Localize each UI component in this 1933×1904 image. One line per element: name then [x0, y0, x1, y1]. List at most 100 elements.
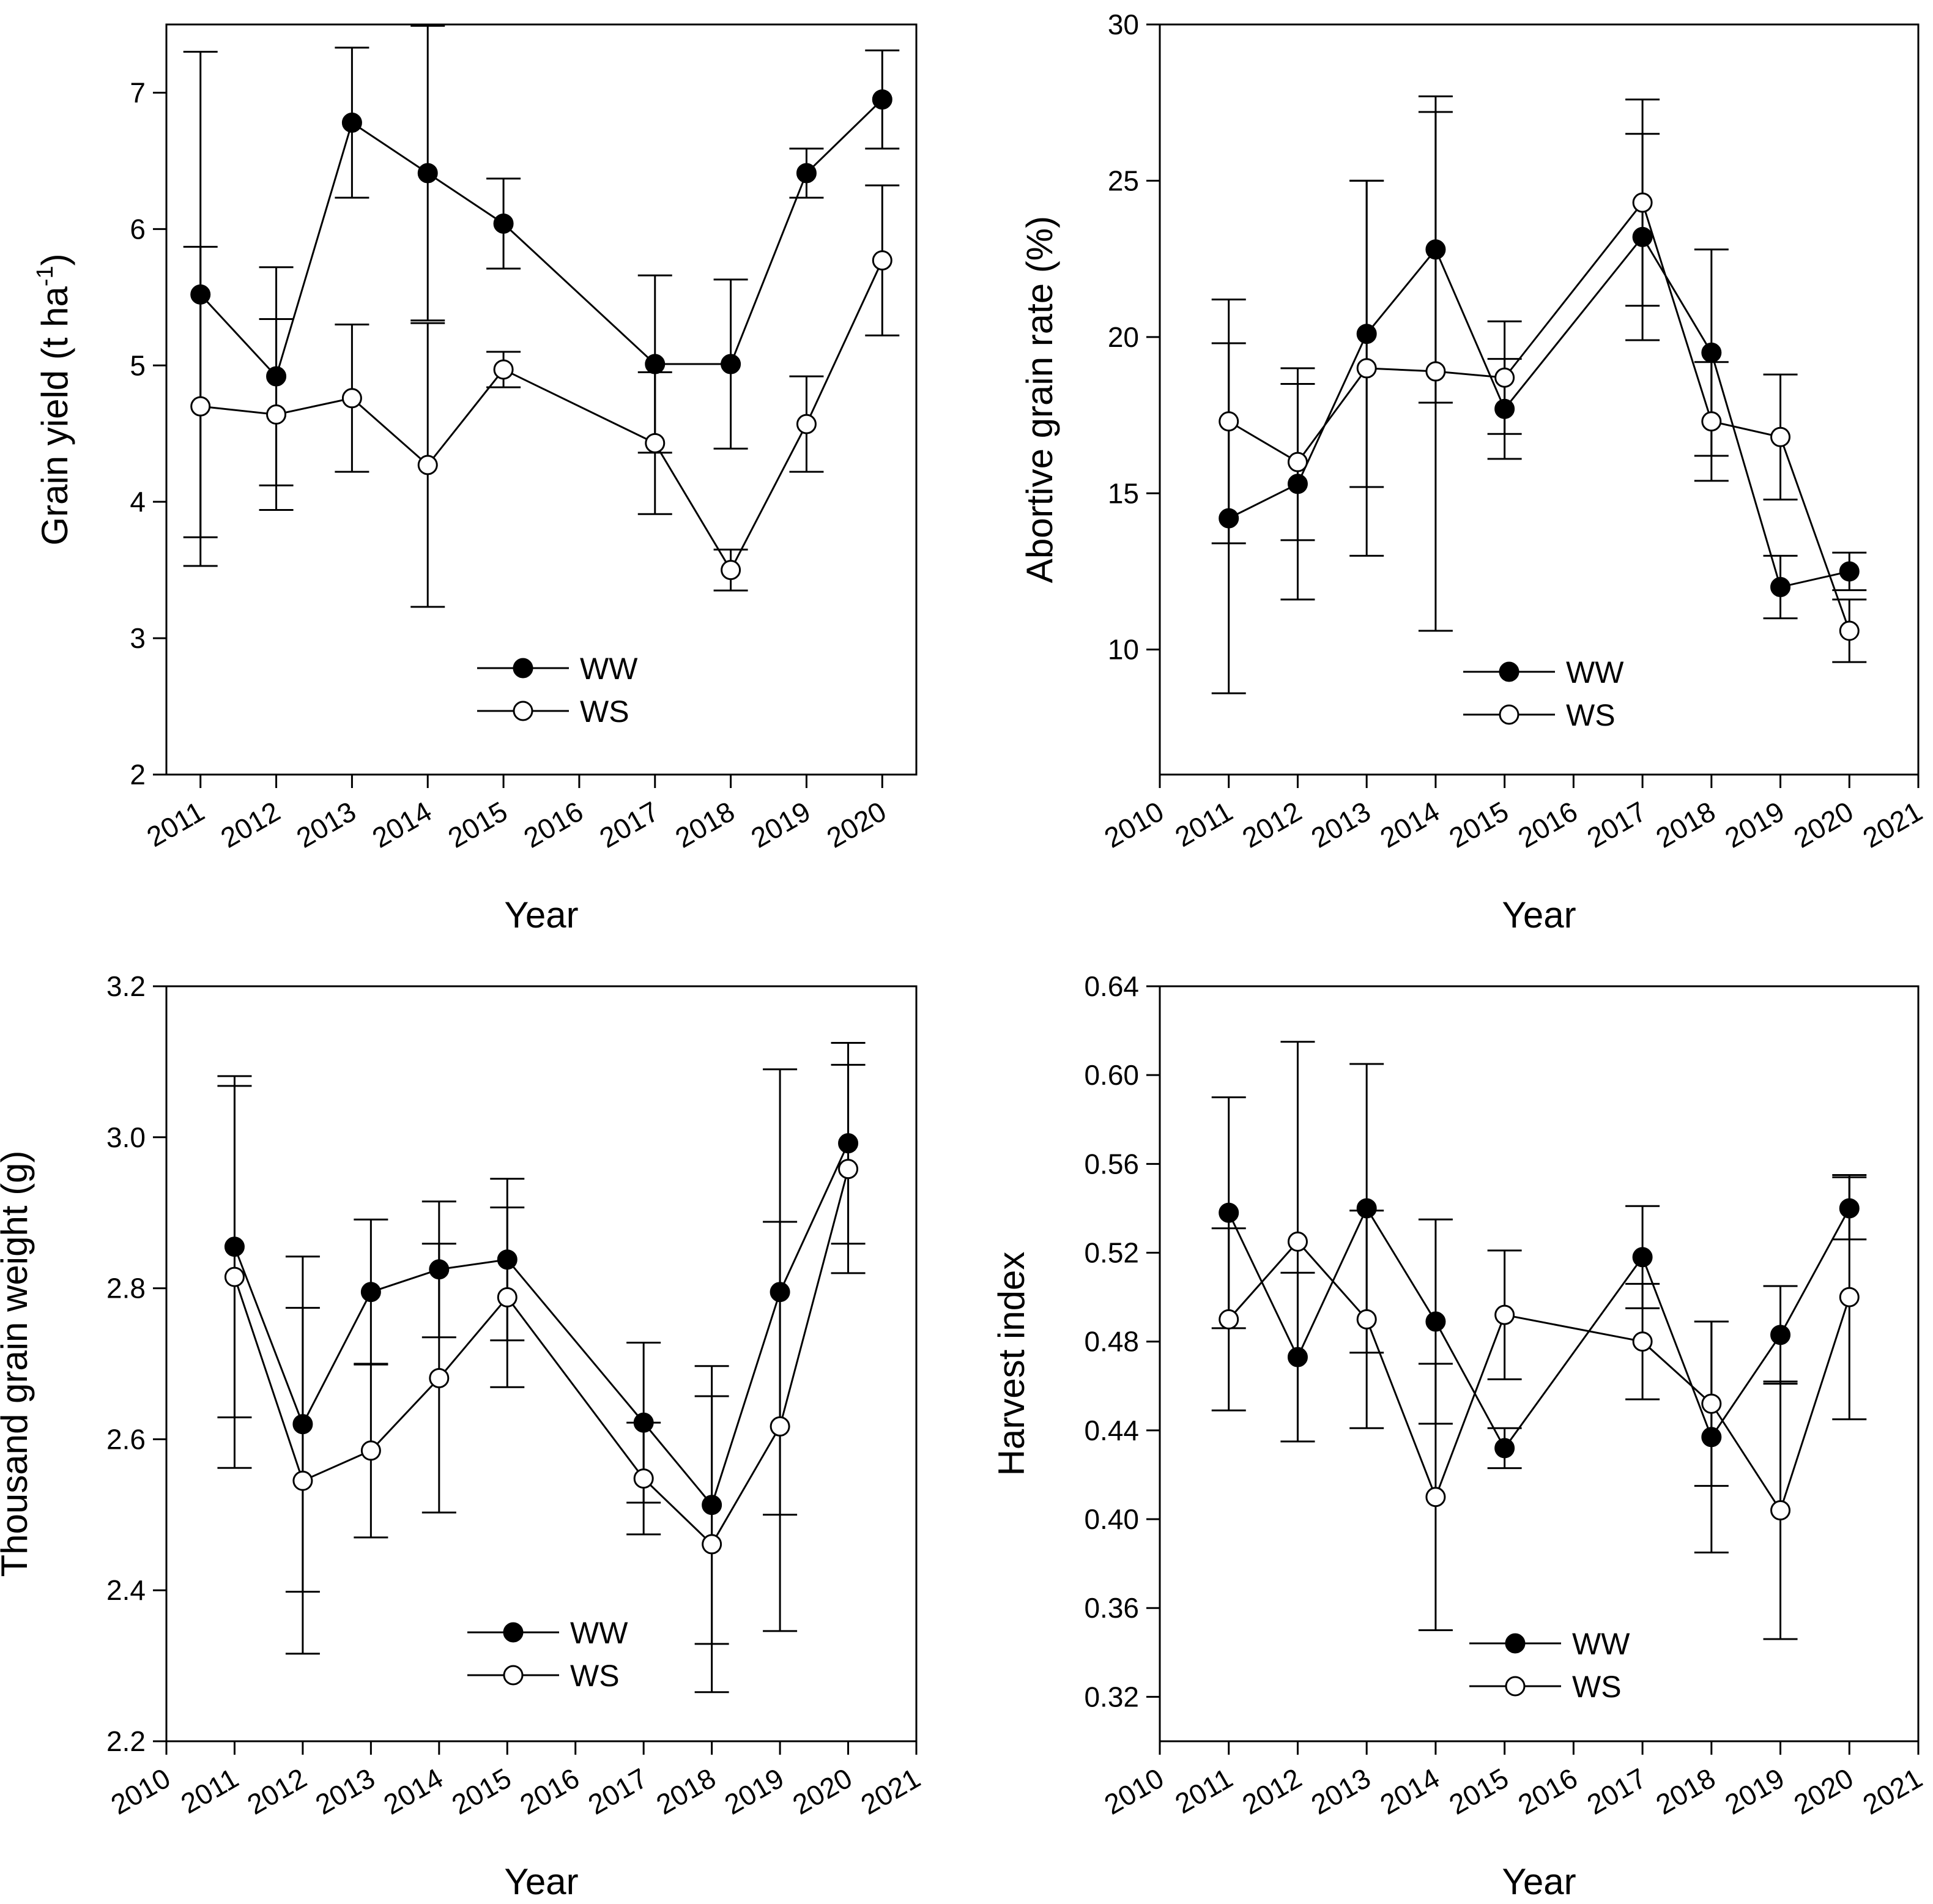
chart-0-series-ws-point	[417, 455, 438, 475]
chart-3-xtick-label: 2021	[1857, 1762, 1927, 1821]
chart-3-series-ww-point	[1219, 1202, 1239, 1223]
chart-0-ylabel-sup: -1	[32, 266, 58, 286]
chart-2-series-ww-point	[429, 1259, 450, 1280]
chart-2-series-ws-line	[234, 1169, 849, 1546]
chart-0-series-ws-point	[796, 414, 817, 434]
chart-2-legend-ww-label: WW	[570, 1616, 628, 1650]
chart-2-series-ws-point	[224, 1266, 245, 1287]
chart-0-ytick-label: 2	[130, 759, 146, 790]
chart-0-xtick-label: 2016	[518, 795, 588, 854]
chart-2-xlabel: Year	[504, 1861, 578, 1902]
chart-3-ytick-label: 0.44	[1084, 1415, 1139, 1446]
chart-1-ytick-label: 10	[1108, 634, 1139, 666]
chart-1-series-ww-point	[1425, 239, 1446, 260]
chart-0-series-ws-point	[872, 250, 892, 271]
chart-0-series-ww-point	[190, 284, 211, 305]
chart-1-series-ww-point	[1356, 324, 1377, 344]
chart-2-series-ws-point	[838, 1159, 859, 1180]
chart-3-legend-ww-marker	[1505, 1633, 1526, 1654]
chart-1-xtick-label: 2010	[1099, 795, 1169, 854]
chart-3-ytick-label: 0.36	[1084, 1592, 1139, 1624]
chart-2-xtick-label: 2020	[787, 1762, 858, 1821]
chart-1-ytick-label: 20	[1108, 321, 1139, 353]
chart-0-series-ww-point	[266, 366, 287, 387]
chart-0-series-ww-point	[417, 163, 438, 184]
chart-1-xtick-label: 2012	[1237, 795, 1307, 854]
chart-1-xtick-label: 2011	[1170, 795, 1238, 853]
chart-0-series-ws-point	[266, 404, 287, 425]
chart-2-legend: WW WS	[467, 1616, 628, 1693]
chart-0-legend: WW WS	[477, 652, 638, 729]
chart-1-ylabel: Abortive grain rate (%)	[1019, 216, 1060, 583]
chart-2-ylabel: Thousand grain weight (g)	[0, 1150, 35, 1577]
chart-2-ytick-label: 3.0	[106, 1121, 146, 1153]
chart-3-xtick-label: 2013	[1306, 1762, 1376, 1821]
chart-0-series-ws-point	[493, 359, 514, 380]
chart-0-ylabel-main: Grain yield (t ha	[34, 286, 75, 546]
chart-0-legend-ws-marker	[513, 701, 533, 721]
chart-1-series-ww-point	[1701, 342, 1722, 363]
chart-3-xtick-label: 2010	[1099, 1762, 1169, 1821]
chart-0-xtick-label: 2015	[442, 795, 513, 854]
chart-0-series-ww-point	[796, 163, 817, 184]
chart-2-xtick-label: 2010	[105, 1762, 176, 1821]
chart-3-series-ww-point	[1839, 1198, 1860, 1219]
chart-2-legend-ws-marker	[503, 1665, 524, 1686]
chart-2-legend-ww-marker	[503, 1622, 524, 1643]
chart-2-plot-frame	[165, 985, 918, 1742]
chart-2-series-ws-point	[633, 1468, 654, 1489]
chart-2-ytick-label: 2.4	[106, 1574, 146, 1606]
chart-2-series-ws-point	[429, 1367, 450, 1388]
chart-3-ytick-label: 0.56	[1084, 1148, 1139, 1180]
chart-1-legend-ws-marker	[1499, 704, 1519, 725]
chart-0-series-ws-point	[645, 433, 666, 453]
chart-1-xtick-label: 2019	[1720, 795, 1790, 854]
chart-0-xtick-label: 2013	[291, 795, 362, 854]
chart-3-series-ws-point	[1632, 1331, 1653, 1352]
chart-1-ytick-label: 15	[1108, 477, 1139, 509]
chart-2-series-ww-point	[633, 1412, 654, 1433]
chart-1-series-ww-point	[1770, 577, 1791, 597]
chart-3-xtick-label: 2015	[1444, 1762, 1514, 1821]
chart-0-series-ww-point	[872, 89, 892, 110]
chart-3-series-ww-point	[1701, 1427, 1722, 1448]
chart-3-legend: WW WS	[1469, 1627, 1630, 1704]
chart-1-xtick-label: 2015	[1444, 795, 1514, 854]
chart-1-ytick-label: 25	[1108, 165, 1139, 196]
chart-2-xtick-label: 2015	[447, 1762, 517, 1821]
chart-2-series-ww-point	[497, 1249, 518, 1270]
chart-2-series-ww-point	[224, 1236, 245, 1257]
chart-0-legend-ws-label: WS	[580, 694, 629, 729]
chart-0-legend-ww-marker	[513, 658, 533, 679]
chart-1-xtick-label: 2014	[1375, 795, 1445, 854]
chart-0-series-ww-point	[341, 112, 362, 133]
chart-2-series-ws-point	[360, 1440, 381, 1461]
chart-3-xtick-label: 2012	[1237, 1762, 1307, 1821]
chart-0-series-ww-point	[493, 213, 514, 234]
chart-3-series-ws-point	[1219, 1309, 1239, 1329]
chart-1-series-ww-point	[1287, 474, 1308, 494]
chart-2-xtick-label: 2012	[242, 1762, 312, 1821]
chart-2-series-ww-point	[292, 1414, 313, 1435]
chart-3-series-ws-point	[1770, 1500, 1791, 1521]
chart-3-series-ww-point	[1356, 1198, 1377, 1219]
chart-2-xtick-label: 2011	[176, 1762, 244, 1820]
chart-3-xtick-label: 2016	[1513, 1762, 1583, 1821]
chart-1-plot-frame	[1159, 23, 1920, 776]
chart-3-series-ws-point	[1701, 1393, 1722, 1414]
chart-3-xtick-label: 2017	[1581, 1762, 1652, 1821]
chart-2-ytick-label: 2.6	[106, 1423, 146, 1455]
chart-3-series-ws-point	[1356, 1309, 1377, 1329]
chart-1-ytick-label: 30	[1108, 9, 1139, 40]
chart-3-legend-ws-marker	[1505, 1676, 1526, 1697]
chart-2-series-ww-point	[838, 1133, 859, 1154]
chart-0-series-ws-point	[341, 388, 362, 409]
chart-0-xtick-label: 2014	[367, 795, 437, 854]
chart-1-xtick-label: 2013	[1306, 795, 1376, 854]
chart-1-legend-ww-label: WW	[1566, 655, 1624, 690]
chart-1-legend-ws-label: WS	[1566, 698, 1616, 732]
chart-1-series-ww-point	[1839, 561, 1860, 582]
chart-1-series-ws-point	[1770, 426, 1791, 447]
